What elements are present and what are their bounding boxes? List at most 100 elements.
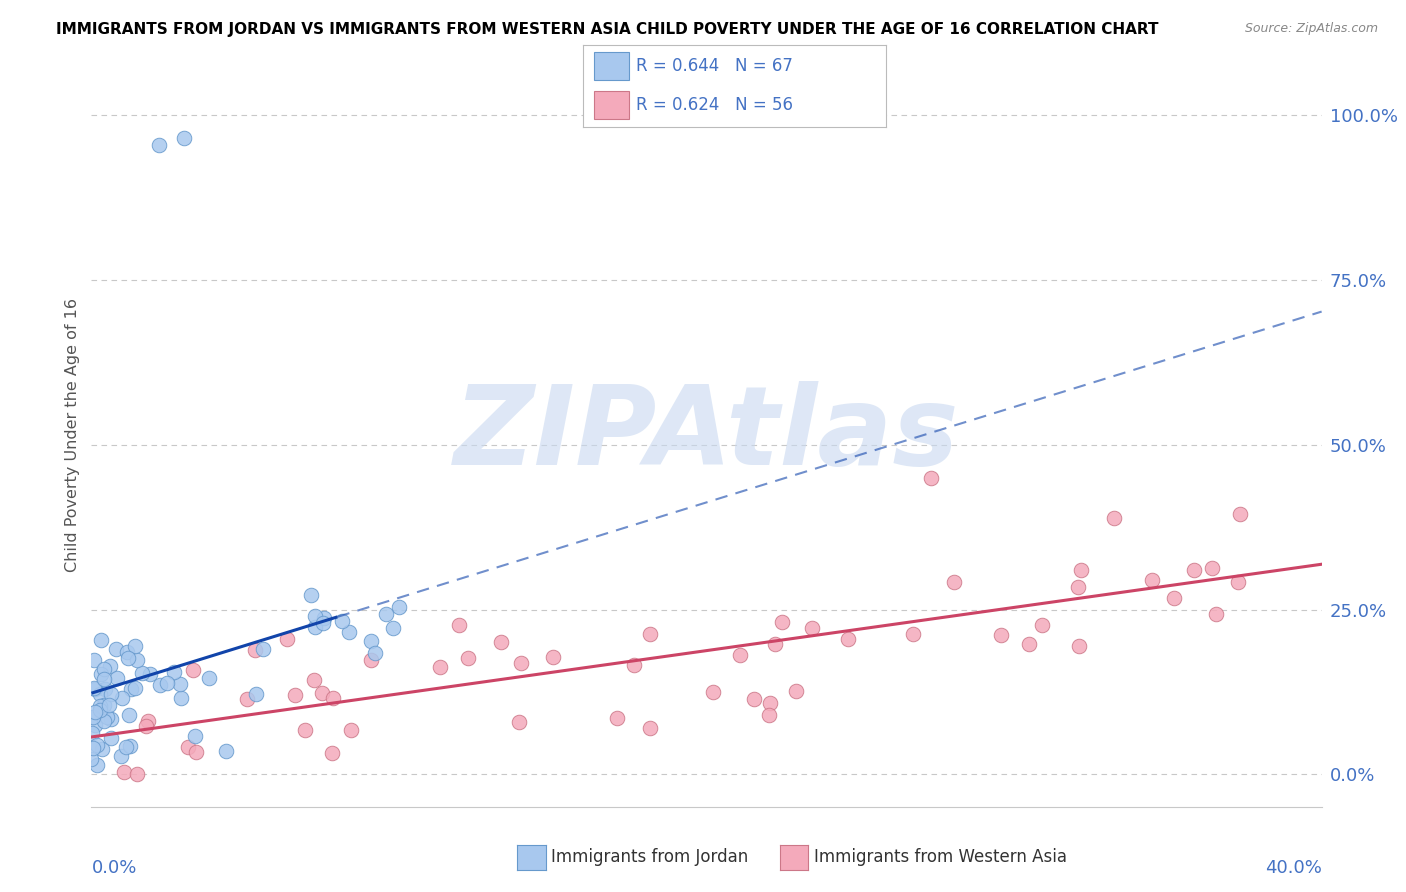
Point	[83, 681, 105, 696]
Point	[763, 637, 786, 651]
Point	[82, 710, 104, 724]
Point	[83, 718, 105, 732]
Text: Immigrants from Western Asia: Immigrants from Western Asia	[814, 848, 1067, 866]
Point	[509, 657, 531, 671]
Point	[1201, 561, 1223, 575]
Point	[638, 627, 661, 641]
Point	[100, 731, 122, 745]
Point	[173, 131, 195, 145]
Point	[388, 600, 411, 615]
Point	[304, 620, 326, 634]
Point	[148, 137, 170, 152]
Point	[110, 749, 132, 764]
Point	[901, 627, 924, 641]
Point	[120, 681, 142, 696]
Point	[90, 632, 112, 647]
Point	[105, 671, 128, 685]
Point	[606, 711, 628, 725]
Point	[111, 690, 134, 705]
Point	[100, 712, 122, 726]
Point	[304, 608, 326, 623]
Point	[508, 715, 530, 730]
Point	[1226, 575, 1249, 590]
Point	[429, 660, 451, 674]
Point	[89, 687, 111, 701]
Point	[360, 653, 382, 667]
Point	[135, 718, 157, 732]
Point	[118, 739, 141, 753]
Point	[94, 681, 117, 696]
Text: R = 0.624   N = 56: R = 0.624 N = 56	[637, 96, 793, 114]
Point	[100, 687, 122, 701]
Point	[990, 628, 1012, 642]
Point	[125, 652, 148, 666]
Point	[1229, 508, 1251, 522]
Point	[311, 686, 333, 700]
Point	[360, 634, 382, 648]
Point	[131, 666, 153, 681]
Point	[89, 703, 111, 717]
Point	[118, 708, 141, 723]
Point	[236, 691, 259, 706]
Point	[1205, 607, 1227, 621]
Y-axis label: Child Poverty Under the Age of 16: Child Poverty Under the Age of 16	[65, 298, 80, 572]
Point	[742, 691, 765, 706]
Point	[541, 650, 564, 665]
Point	[623, 657, 645, 672]
Point	[97, 698, 120, 712]
Point	[276, 632, 298, 646]
Point	[364, 646, 387, 660]
FancyBboxPatch shape	[595, 91, 628, 120]
Point	[311, 615, 333, 630]
Point	[340, 723, 363, 738]
Point	[1163, 591, 1185, 605]
Point	[638, 721, 661, 735]
Point	[169, 691, 191, 706]
Point	[785, 683, 807, 698]
Point	[86, 738, 108, 752]
Point	[90, 742, 112, 756]
Point	[1102, 511, 1125, 525]
Point	[98, 658, 121, 673]
Point	[139, 666, 162, 681]
Point	[83, 681, 105, 695]
Point	[770, 615, 793, 630]
Point	[314, 611, 336, 625]
Text: 40.0%: 40.0%	[1265, 859, 1322, 878]
Point	[920, 470, 942, 484]
Point	[491, 635, 513, 649]
Point	[294, 723, 316, 737]
Point	[337, 625, 360, 640]
Point	[299, 588, 322, 602]
Point	[304, 673, 326, 687]
Point	[184, 745, 207, 759]
Point	[252, 641, 274, 656]
Point	[322, 691, 344, 706]
Point	[1018, 637, 1040, 651]
Point	[284, 688, 307, 702]
Point	[84, 705, 107, 719]
FancyBboxPatch shape	[595, 52, 628, 80]
Point	[125, 767, 148, 781]
Point	[375, 607, 398, 621]
Point	[197, 671, 219, 685]
Point	[1031, 618, 1053, 632]
Point	[1182, 563, 1205, 577]
Point	[93, 673, 115, 687]
Point	[183, 730, 205, 744]
Point	[96, 709, 118, 723]
Text: Source: ZipAtlas.com: Source: ZipAtlas.com	[1244, 22, 1378, 36]
Point	[112, 765, 135, 780]
Point	[758, 697, 780, 711]
Point	[90, 667, 112, 681]
Point	[330, 615, 353, 629]
Text: Immigrants from Jordan: Immigrants from Jordan	[551, 848, 748, 866]
Point	[758, 707, 780, 722]
Point	[89, 698, 111, 713]
Text: IMMIGRANTS FROM JORDAN VS IMMIGRANTS FROM WESTERN ASIA CHILD POVERTY UNDER THE A: IMMIGRANTS FROM JORDAN VS IMMIGRANTS FRO…	[56, 22, 1159, 37]
Point	[83, 653, 105, 667]
Point	[86, 757, 108, 772]
Point	[82, 726, 104, 740]
Point	[82, 741, 104, 756]
Point	[381, 621, 404, 635]
